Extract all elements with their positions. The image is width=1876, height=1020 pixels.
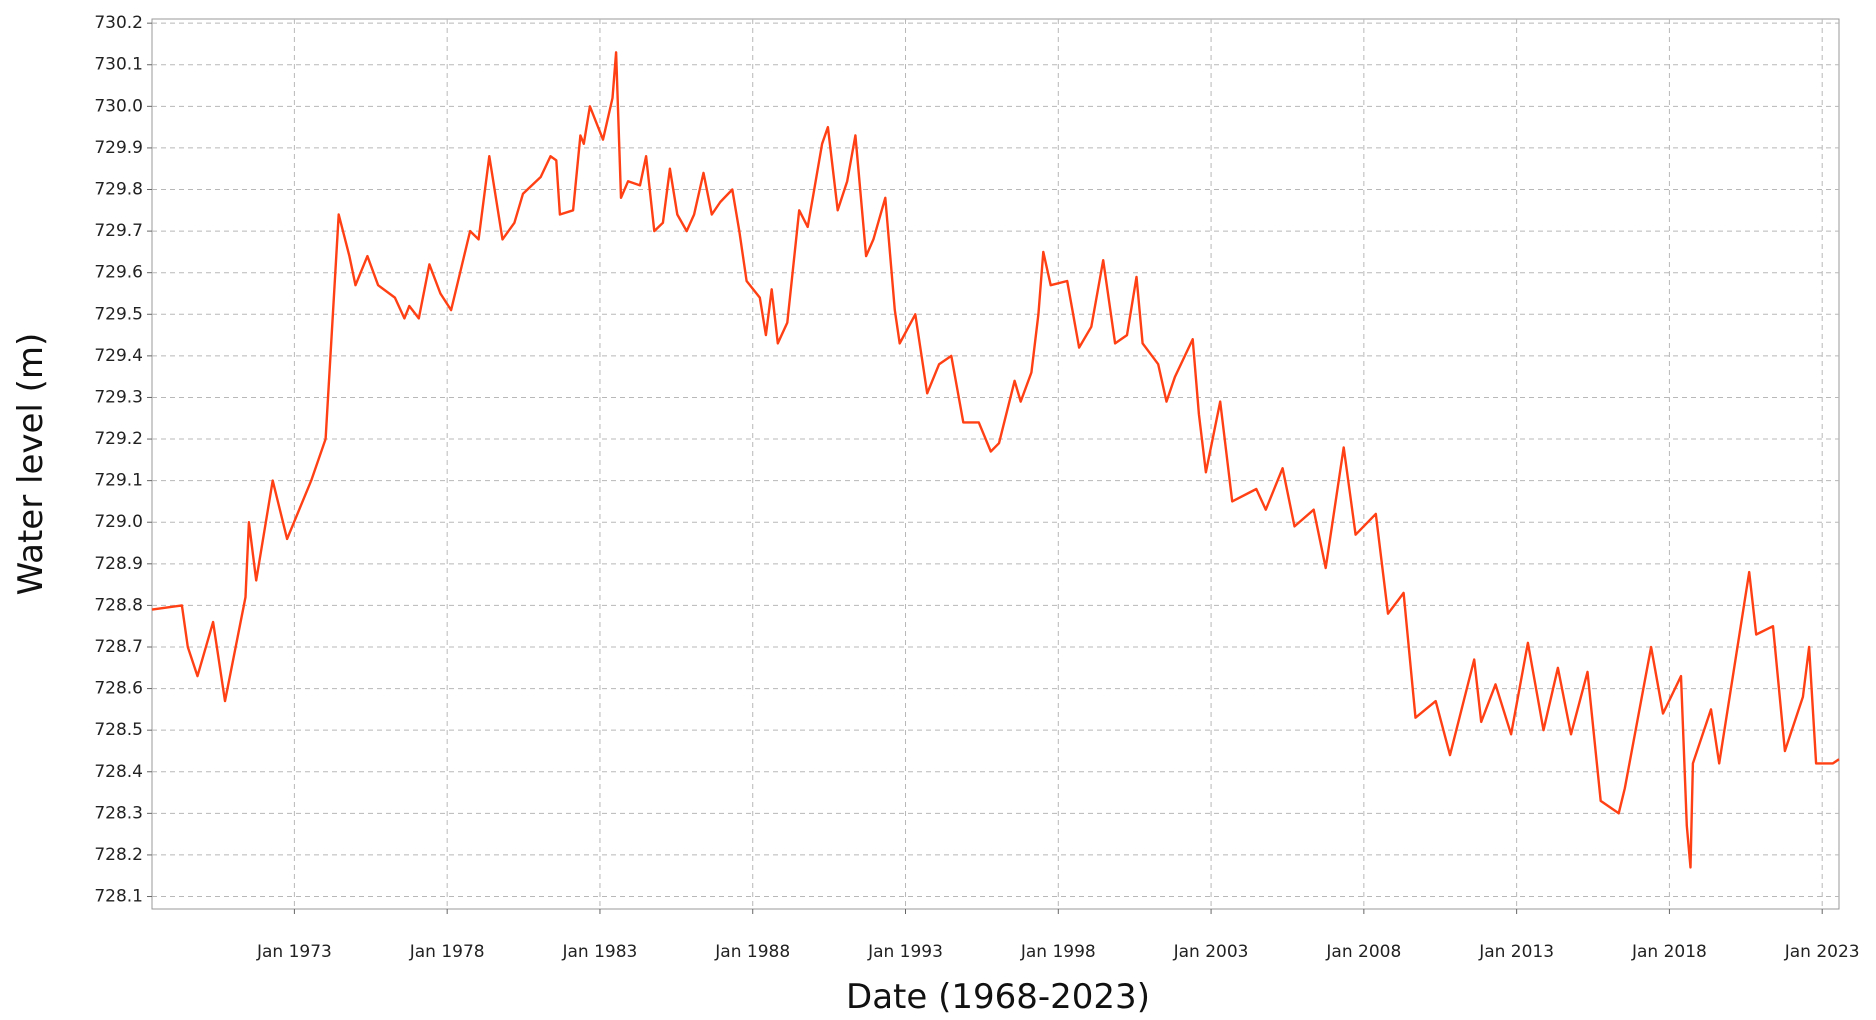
y-tick-label: 728.4 [94,762,143,782]
y-tick-label: 728.5 [94,720,143,740]
y-tick-label: 729.9 [94,138,143,158]
y-axis-title: Water level (m) [11,333,51,596]
x-tick-label: Jan 2008 [1325,942,1401,962]
x-tick-label: Jan 1973 [256,942,332,962]
x-tick-label: Jan 1993 [867,942,943,962]
y-tick-label: 728.1 [94,887,143,907]
y-tick-label: 728.8 [94,595,143,615]
y-tick-label: 730.2 [94,13,143,33]
y-tick-label: 729.6 [94,263,143,283]
x-tick-label: Jan 1978 [409,942,485,962]
y-tick-label: 728.9 [94,554,143,574]
y-tick-label: 729.4 [94,346,143,366]
y-tick-label: 729.3 [94,387,143,407]
x-tick-label: Jan 1983 [562,942,638,962]
y-tick-label: 730.1 [94,55,143,75]
x-tick-label: Jan 1988 [714,942,790,962]
y-tick-label: 729.1 [94,471,143,491]
x-tick-label: Jan 2013 [1478,942,1554,962]
x-axis-title: Date (1968-2023) [846,977,1150,1017]
x-tick-label: Jan 2018 [1631,942,1707,962]
y-tick-label: 728.2 [94,845,143,865]
y-tick-label: 729.7 [94,221,143,241]
x-tick-label: Jan 2003 [1173,942,1249,962]
x-tick-label: Jan 1998 [1020,942,1096,962]
data-line [151,51,1840,869]
y-tick-label: 729.2 [94,429,143,449]
y-tick-label: 729.5 [94,304,143,324]
y-tick-label: 730.0 [94,96,143,116]
y-tick-label: 729.0 [94,512,143,532]
x-tick-label: Jan 2023 [1784,942,1860,962]
y-tick-label: 728.6 [94,679,143,699]
plot-area [151,18,1840,910]
y-tick-label: 729.8 [94,180,143,200]
y-tick-label: 728.3 [94,803,143,823]
y-tick-label: 728.7 [94,637,143,657]
